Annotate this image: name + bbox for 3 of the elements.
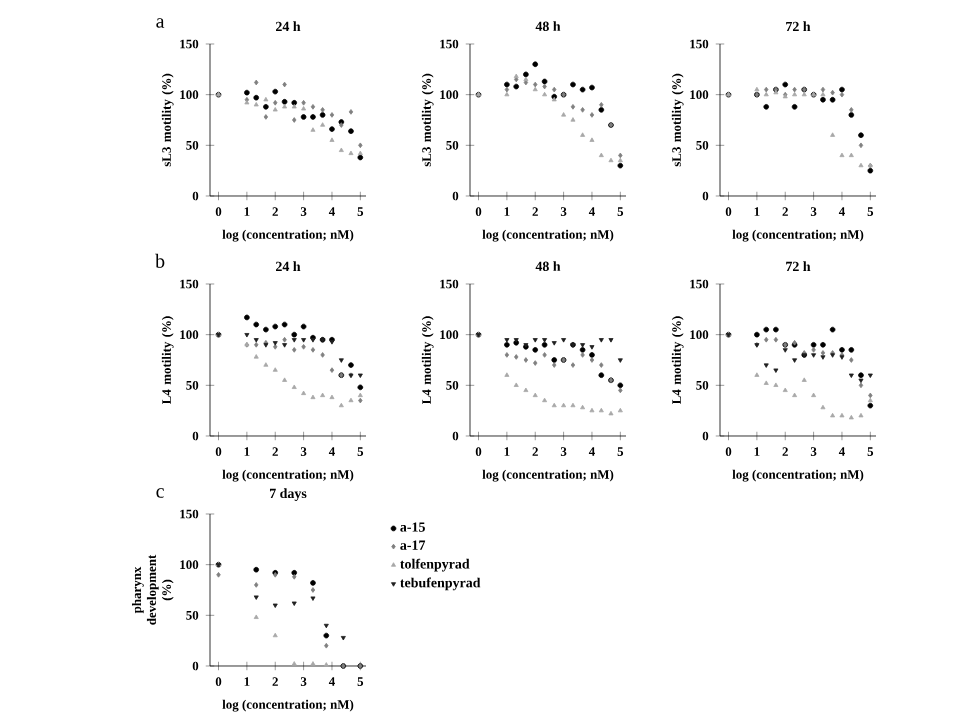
text: b [155, 253, 165, 268]
text: a [156, 18, 165, 28]
text: c [156, 488, 164, 498]
